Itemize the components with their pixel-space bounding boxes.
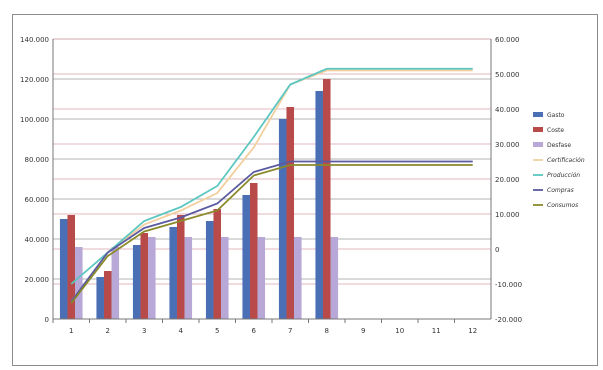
y-right-tick-label: 0 bbox=[495, 246, 499, 254]
x-tick-label: 8 bbox=[325, 327, 329, 335]
bar-gasto bbox=[242, 195, 250, 319]
x-tick-label: 3 bbox=[142, 327, 146, 335]
axes: 020.00040.00060.00080.000100.000120.0001… bbox=[20, 36, 522, 335]
x-tick-label: 9 bbox=[361, 327, 365, 335]
y-left-tick-label: 120.000 bbox=[20, 76, 49, 84]
y-left-tick-label: 80.000 bbox=[25, 156, 50, 164]
x-tick-label: 2 bbox=[106, 327, 110, 335]
legend-label: Consumos bbox=[547, 202, 578, 209]
legend-label: Compras bbox=[547, 187, 574, 194]
y-right-tick-label: 30.000 bbox=[495, 141, 520, 149]
bar-coste bbox=[286, 107, 295, 319]
y-left-tick-label: 100.000 bbox=[20, 116, 49, 124]
y-left-tick-label: 40.000 bbox=[25, 236, 50, 244]
bar-coste bbox=[322, 79, 331, 319]
line-series-group bbox=[70, 67, 473, 304]
y-left-tick-label: 0 bbox=[45, 316, 49, 324]
bar-gasto bbox=[205, 221, 214, 319]
x-tick-label: 11 bbox=[432, 327, 441, 335]
x-tick-label: 10 bbox=[395, 327, 404, 335]
bar-coste bbox=[176, 215, 185, 319]
legend: Gasto Coste Desfase Certificación Producción… bbox=[533, 112, 585, 209]
bar-desfase bbox=[184, 237, 193, 319]
bar-coste bbox=[103, 271, 112, 319]
legend-label: Producción bbox=[547, 172, 580, 179]
bar-gasto bbox=[315, 91, 323, 319]
bar-series-group bbox=[59, 79, 339, 319]
bar-gasto bbox=[96, 277, 104, 319]
legend-swatch bbox=[533, 127, 543, 132]
y-right-tick-label: 60.000 bbox=[495, 36, 520, 44]
bar-coste bbox=[249, 183, 258, 319]
line-compras bbox=[70, 160, 473, 303]
bar-coste bbox=[213, 209, 222, 319]
bar-desfase bbox=[221, 237, 229, 319]
bar-gasto bbox=[132, 245, 141, 319]
bar-gasto bbox=[278, 119, 287, 319]
legend-swatch bbox=[533, 112, 543, 117]
bar-desfase bbox=[294, 237, 302, 319]
legend-label: Gasto bbox=[547, 112, 565, 119]
bar-desfase bbox=[148, 237, 156, 319]
y-right-tick-label: -20.000 bbox=[495, 316, 522, 324]
y-left-tick-label: 20.000 bbox=[25, 276, 50, 284]
y-left-tick-label: 140.000 bbox=[20, 36, 49, 44]
bar-desfase bbox=[330, 237, 339, 319]
combo-chart: 020.00040.00060.00080.000100.000120.0001… bbox=[20, 36, 585, 335]
x-tick-label: 7 bbox=[288, 327, 292, 335]
y-left-tick-label: 60.000 bbox=[25, 196, 50, 204]
x-tick-label: 6 bbox=[252, 327, 257, 335]
x-tick-label: 4 bbox=[179, 327, 184, 335]
bar-coste bbox=[140, 233, 149, 319]
legend-swatch bbox=[533, 142, 543, 147]
grid-lines bbox=[53, 38, 491, 320]
y-right-tick-label: 20.000 bbox=[495, 176, 520, 184]
bar-desfase bbox=[257, 237, 266, 319]
line-consumos bbox=[70, 164, 473, 304]
bar-gasto bbox=[169, 227, 177, 319]
x-tick-label: 5 bbox=[215, 327, 219, 335]
x-tick-label: 12 bbox=[468, 327, 477, 335]
bar-desfase bbox=[75, 247, 83, 319]
chart-frame: 0 20.000 40.000 60.000 80.000 100.000 120.000 1… bbox=[12, 14, 598, 366]
y-right-tick-label: -10.000 bbox=[495, 281, 522, 289]
line-certificación bbox=[70, 69, 473, 303]
x-tick-label: 1 bbox=[69, 327, 73, 335]
y-right-tick-label: 50.000 bbox=[495, 71, 520, 79]
legend-label: Desfase bbox=[547, 142, 571, 149]
legend-label: Coste bbox=[547, 127, 564, 134]
bar-desfase bbox=[111, 247, 120, 319]
y-right-tick-label: 40.000 bbox=[495, 106, 520, 114]
line-producción bbox=[70, 67, 473, 285]
legend-label: Certificación bbox=[547, 157, 585, 164]
bar-coste bbox=[67, 215, 76, 319]
bar-gasto bbox=[59, 219, 68, 319]
y-right-tick-label: 10.000 bbox=[495, 211, 520, 219]
